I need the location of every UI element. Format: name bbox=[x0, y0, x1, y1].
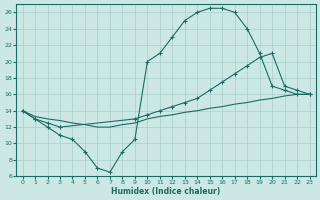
X-axis label: Humidex (Indice chaleur): Humidex (Indice chaleur) bbox=[111, 187, 221, 196]
